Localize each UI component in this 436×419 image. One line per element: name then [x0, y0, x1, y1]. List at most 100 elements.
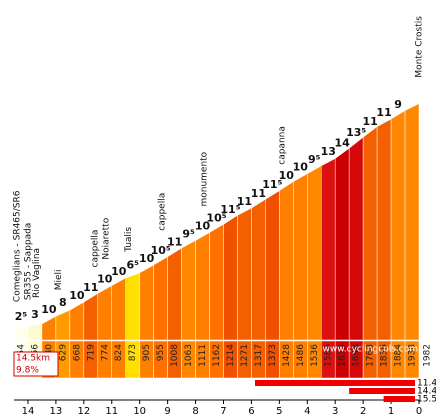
max-label: 15.5 — [417, 395, 436, 405]
gradient-label: 10⁵ — [151, 244, 171, 257]
segment — [125, 272, 140, 341]
segment — [404, 103, 420, 341]
gradient-label: 10 — [69, 289, 85, 302]
segment — [69, 301, 85, 341]
gradient-label: 11 — [251, 187, 266, 200]
gradient-label: 10 — [41, 303, 57, 316]
segment — [265, 190, 280, 341]
elevation-label: 905 — [142, 344, 152, 361]
segment — [293, 173, 308, 341]
elevation-label: 873 — [128, 344, 138, 361]
place-label: monumento — [199, 151, 209, 206]
x-tick-label: 5 — [276, 406, 282, 417]
elevation-label: 1698 — [352, 344, 362, 367]
x-tick-label: 0 — [416, 406, 422, 417]
gradient-label: 11 — [83, 281, 98, 294]
place-label: Rio Vaglina — [32, 248, 42, 298]
x-tick-label: 3 — [332, 406, 338, 417]
elevation-label: 824 — [114, 344, 124, 361]
place-label: Noiaretto — [102, 217, 112, 259]
x-tick-label: 9 — [164, 406, 170, 417]
elevation-label: 1938 — [408, 344, 418, 367]
elevation-label: 1486 — [296, 344, 306, 367]
segment — [41, 315, 57, 341]
gradient-label: 3 — [31, 308, 39, 321]
gradient-label: 10 — [111, 265, 127, 278]
elevation-label: 1162 — [212, 344, 222, 367]
max-label: 11.4 — [417, 379, 436, 389]
segment — [55, 309, 71, 341]
elevation-label: 629 — [58, 344, 68, 361]
gradient-label: 11 — [376, 106, 391, 119]
x-tick-label: 12 — [77, 406, 90, 417]
segment — [167, 247, 182, 341]
segment — [97, 285, 113, 341]
elevation-label: 1884 — [394, 344, 404, 367]
gradient-label: 11⁵ — [220, 203, 240, 216]
segment — [139, 264, 154, 341]
x-tick-label: 7 — [220, 406, 226, 417]
segment — [83, 293, 99, 341]
segment — [223, 214, 238, 341]
segment — [111, 277, 126, 341]
segment — [334, 147, 350, 341]
elevation-label: 774 — [100, 344, 110, 361]
gradient-label: 10 — [279, 169, 295, 182]
x-tick-label: 8 — [192, 406, 198, 417]
segment — [376, 118, 392, 341]
x-tick-label: 14 — [22, 406, 35, 417]
place-label: capanna — [278, 126, 288, 165]
elevation-label: 1214 — [226, 344, 236, 367]
gradient-label: 13 — [321, 145, 336, 158]
elevation-label: 1008 — [170, 344, 180, 367]
gradient-label: 10 — [293, 161, 309, 174]
elevation-label: 1836 — [380, 344, 390, 367]
gradient-label: 13⁵ — [346, 126, 366, 139]
elevation-label: 1536 — [310, 344, 320, 367]
x-tick-label: 13 — [50, 406, 63, 417]
segment — [390, 110, 406, 341]
elevation-label: 1586 — [324, 344, 334, 367]
gradient-label: 9⁵ — [182, 227, 195, 240]
segment — [251, 198, 266, 341]
max-bar — [383, 396, 415, 402]
gradient-label: 8 — [59, 296, 67, 309]
max-bar — [255, 380, 415, 386]
x-tick-label: 6 — [248, 406, 254, 417]
elevation-label: 1111 — [198, 344, 208, 367]
length: 14.5km — [16, 354, 50, 364]
place-label: Mieli — [54, 269, 64, 290]
elevation-label: 1271 — [240, 344, 250, 367]
place-label: cappella — [158, 193, 168, 231]
place-label: Comeglians - SR465/SR6 — [12, 190, 22, 302]
segment — [348, 136, 364, 341]
segment — [307, 165, 322, 341]
max-label: 14.4 — [417, 387, 436, 397]
gradient-label: 6⁵ — [126, 258, 139, 271]
gradient-label: 2⁵ — [15, 310, 28, 323]
gradient-label: 10 — [195, 220, 211, 233]
segment — [27, 323, 43, 341]
segment — [195, 232, 210, 341]
elevation-label: 1768 — [366, 344, 376, 367]
elevation-label: 719 — [86, 344, 96, 361]
gradient-label: 11 — [362, 115, 377, 128]
gradient-label: 10 — [97, 273, 113, 286]
x-tick-label: 1 — [388, 406, 394, 417]
elevation-label: 1373 — [268, 344, 278, 367]
average: 9.8% — [16, 366, 39, 376]
gradient-label: 9⁵ — [308, 153, 321, 166]
elevation-label: 1428 — [282, 344, 292, 367]
site: www.cyclingcols.com — [323, 345, 418, 355]
elevation-label: 1982 — [423, 344, 433, 367]
segment — [181, 240, 196, 341]
segment — [320, 158, 336, 341]
stats-box — [13, 351, 59, 377]
x-tick-label: 11 — [105, 406, 118, 417]
place-label: SR355 - Sappada — [23, 223, 33, 301]
segment — [153, 256, 168, 341]
segment — [279, 181, 294, 341]
gradient-label: 14 — [335, 136, 351, 149]
x-tick-label: 10 — [133, 406, 146, 417]
